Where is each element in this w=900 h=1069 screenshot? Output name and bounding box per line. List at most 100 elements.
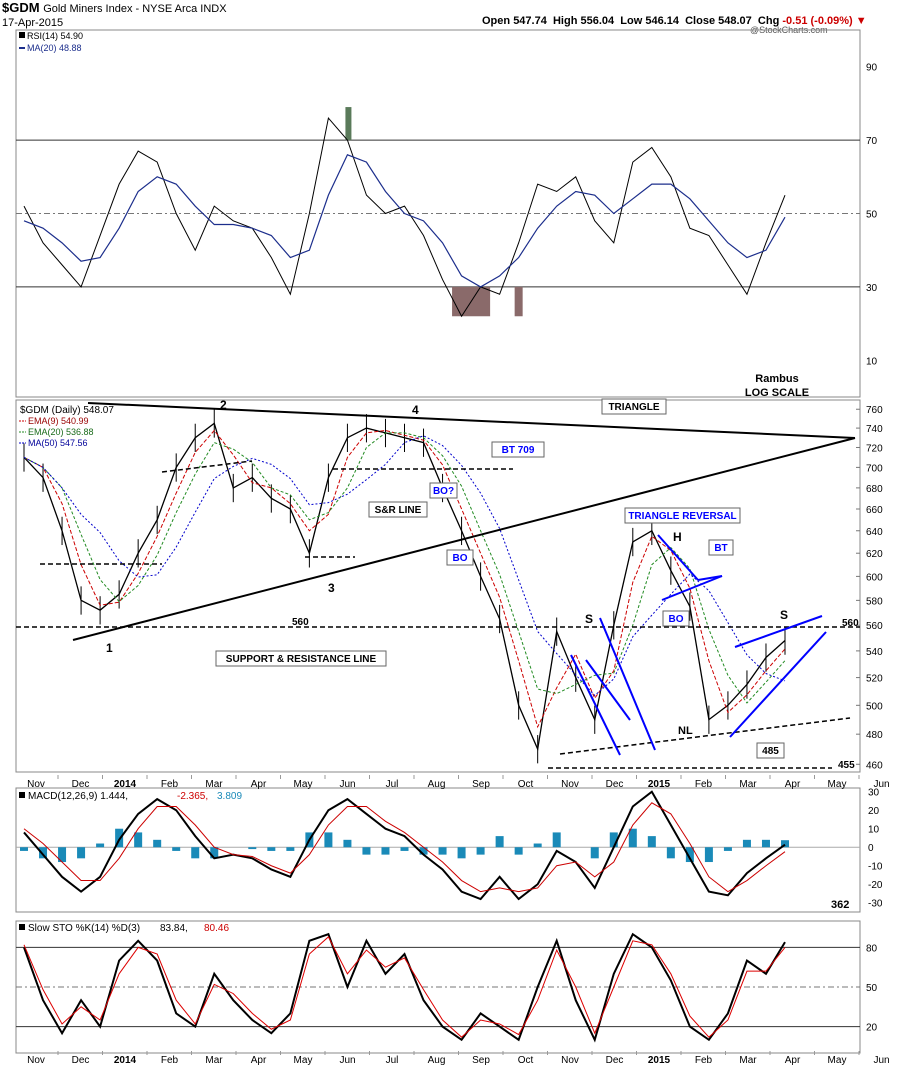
price-y-tick-label: 500 bbox=[866, 701, 883, 712]
ema9-line bbox=[23, 429, 786, 729]
level-485-label: 485 bbox=[762, 746, 779, 757]
pattern-point-label: S bbox=[585, 612, 593, 626]
x-tick-label-price: Dec bbox=[606, 779, 624, 790]
macd-histogram-bar bbox=[172, 847, 181, 851]
rsi-line bbox=[23, 116, 786, 318]
macd-y-tick-label: 20 bbox=[868, 806, 880, 817]
legend-swatch-rsi bbox=[19, 32, 25, 38]
macd-histogram-bar bbox=[267, 847, 276, 851]
x-tick-label-price: Feb bbox=[161, 779, 179, 790]
triangle-reversal-label: TRIANGLE REVERSAL bbox=[628, 511, 736, 522]
price-y-tick-label: 460 bbox=[866, 760, 883, 771]
x-tick-label-sto: Mar bbox=[739, 1055, 757, 1066]
x-tick-label-sto: Dec bbox=[72, 1055, 90, 1066]
macd-histogram-bar bbox=[39, 847, 48, 859]
macd-histogram-bar bbox=[153, 839, 162, 848]
bo-question-label: BO? bbox=[433, 486, 454, 497]
blue-trendline bbox=[599, 617, 656, 751]
x-tick-label-price: 2015 bbox=[648, 779, 671, 790]
macd-histogram-bar bbox=[210, 847, 219, 859]
macd-histogram-bar bbox=[761, 839, 770, 848]
legend-swatch-macd bbox=[19, 792, 25, 798]
x-tick-label-price: May bbox=[294, 779, 313, 790]
x-tick-label-price: 2014 bbox=[114, 779, 137, 790]
macd-histogram-bar bbox=[552, 832, 561, 848]
triangle-label: TRIANGLE bbox=[608, 402, 659, 413]
x-tick-label-price: May bbox=[828, 779, 847, 790]
legend-rsi-ma: MA(20) 48.88 bbox=[27, 43, 82, 53]
x-tick-label-price: Jul bbox=[386, 779, 399, 790]
macd-histogram-bar bbox=[704, 847, 713, 863]
macd-histogram-bar bbox=[742, 839, 751, 848]
macd-histogram-bar bbox=[533, 843, 542, 848]
macd-y-tick-label: -10 bbox=[868, 862, 883, 873]
macd-histogram-bar bbox=[419, 847, 428, 855]
legend-sto-d: 80.46 bbox=[204, 923, 229, 934]
x-tick-label-price: Aug bbox=[428, 779, 446, 790]
macd-histogram-bar bbox=[438, 847, 447, 855]
pattern-point-label: S bbox=[780, 608, 788, 622]
x-tick-label-sto: Sep bbox=[472, 1055, 490, 1066]
macd-signal-line bbox=[23, 802, 786, 893]
macd-histogram-bar bbox=[781, 840, 789, 848]
x-tick-label-sto: 2015 bbox=[648, 1055, 671, 1066]
x-tick-label-sto: Feb bbox=[161, 1055, 179, 1066]
price-y-tick-label: 680 bbox=[866, 484, 883, 495]
legend-macd-hist: 3.809 bbox=[217, 791, 242, 802]
price-y-tick-label: 720 bbox=[866, 443, 883, 454]
pattern-point-label: 3 bbox=[328, 581, 335, 595]
support-resistance-label-box bbox=[215, 650, 387, 667]
macd-histogram-bar bbox=[115, 828, 124, 848]
log-scale-label: LOG SCALE bbox=[745, 387, 809, 399]
x-tick-label-sto: Feb bbox=[695, 1055, 713, 1066]
x-tick-label-price: Oct bbox=[518, 779, 534, 790]
rsi-y-tick-label: 30 bbox=[866, 283, 878, 294]
triangle-reversal-label-box bbox=[624, 507, 741, 524]
price-y-tick-label: 740 bbox=[866, 424, 883, 435]
bt709-label: BT 709 bbox=[502, 445, 535, 456]
bo-label-box bbox=[662, 610, 690, 627]
bo-label: BO bbox=[669, 614, 684, 625]
pattern-point-label: H bbox=[673, 530, 682, 544]
rsi-overbought-fill bbox=[345, 107, 352, 141]
legend-macd: MACD(12,26,9) 1.444, bbox=[28, 791, 128, 802]
macd-histogram-bar bbox=[77, 847, 86, 859]
legend-ma: EMA(9) 540.99 bbox=[28, 416, 89, 426]
x-tick-label-sto: Jun bbox=[339, 1055, 355, 1066]
x-tick-label-price: Jun bbox=[339, 779, 355, 790]
x-tick-label-sto: Mar bbox=[205, 1055, 223, 1066]
macd-histogram-bar bbox=[362, 847, 371, 855]
snr-line-label-box bbox=[368, 501, 428, 518]
bt-label-box bbox=[708, 539, 734, 556]
rsi-y-tick-label: 50 bbox=[866, 210, 878, 221]
macd-histogram-bar bbox=[514, 847, 523, 855]
support-resistance-label: SUPPORT & RESISTANCE LINE bbox=[226, 654, 377, 665]
price-y-tick-label: 540 bbox=[866, 647, 883, 658]
level-560-right-label: 560 bbox=[842, 618, 859, 629]
blue-trendline bbox=[570, 654, 621, 756]
level-485-label-box bbox=[756, 742, 785, 759]
price-y-tick-label: 560 bbox=[866, 621, 883, 632]
bo-question-label-box bbox=[429, 482, 458, 499]
macd-y-tick-label: 30 bbox=[868, 788, 880, 799]
x-tick-label-price: Mar bbox=[739, 779, 757, 790]
macd-line bbox=[23, 790, 786, 901]
macd-histogram-bar bbox=[134, 832, 143, 848]
legend-macd-signal: -2.365, bbox=[177, 791, 208, 802]
x-tick-label-price: Jun bbox=[873, 779, 889, 790]
x-tick-label-price: Sep bbox=[472, 779, 490, 790]
blue-trendline bbox=[657, 534, 699, 581]
x-tick-label-sto: Nov bbox=[561, 1055, 579, 1066]
macd-histogram-bar bbox=[96, 843, 105, 848]
price-y-tick-label: 580 bbox=[866, 596, 883, 607]
ema20-line bbox=[23, 432, 786, 704]
macd-y-tick-label: 0 bbox=[868, 843, 874, 854]
legend-rsi: RSI(14) 54.90 bbox=[27, 31, 83, 41]
x-tick-label-price: Apr bbox=[251, 779, 267, 790]
neckline bbox=[559, 717, 851, 755]
x-tick-label-sto: May bbox=[294, 1055, 313, 1066]
price-y-tick-label: 700 bbox=[866, 463, 883, 474]
panel-frame-price bbox=[15, 399, 861, 773]
x-tick-label-price: Mar bbox=[205, 779, 223, 790]
blue-trendline bbox=[661, 575, 723, 601]
